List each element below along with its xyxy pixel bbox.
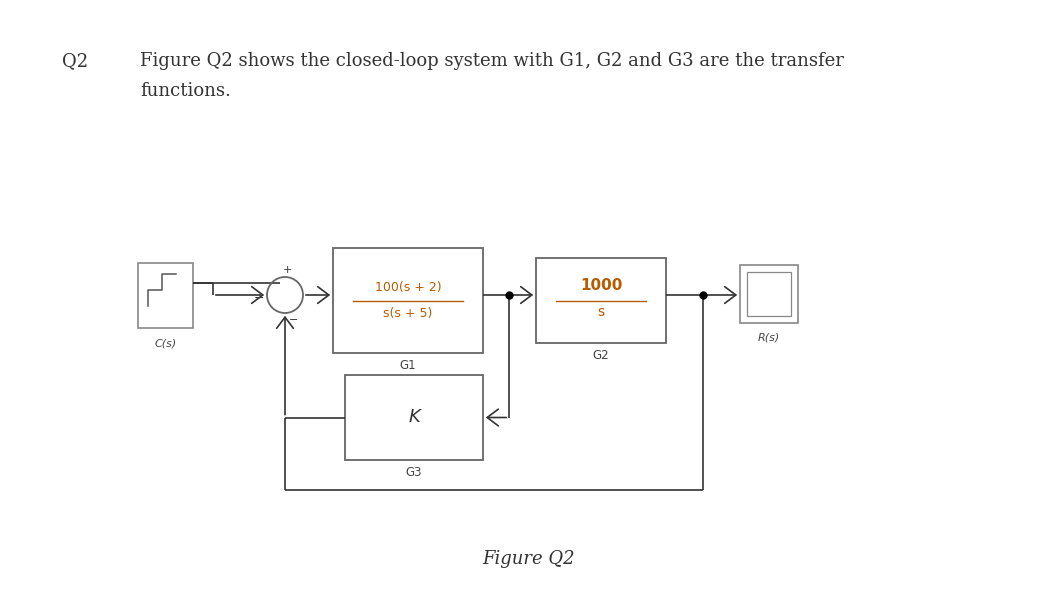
Text: Figure Q2: Figure Q2 [482,550,576,568]
Text: K: K [408,408,420,426]
Text: G3: G3 [406,466,422,479]
Text: s: s [598,306,604,320]
Text: C(s): C(s) [154,338,177,348]
Text: +: + [282,265,292,275]
Text: 1000: 1000 [580,279,622,294]
Text: R(s): R(s) [758,333,780,343]
Bar [536,258,665,343]
Bar [138,263,193,328]
Text: functions.: functions. [140,82,231,100]
Text: Figure Q2 shows the closed-loop system with G1, G2 and G3 are the transfer: Figure Q2 shows the closed-loop system w… [140,52,844,70]
Text: −: − [254,291,264,305]
Bar [345,375,484,460]
Bar [740,265,798,323]
Text: 100(s + 2): 100(s + 2) [375,282,441,294]
Text: −: − [289,315,298,325]
Text: G1: G1 [400,359,416,372]
Text: Q2: Q2 [62,52,88,70]
Text: s(s + 5): s(s + 5) [383,306,433,320]
Text: G2: G2 [592,349,609,362]
Bar [333,248,484,353]
Bar [747,272,791,316]
